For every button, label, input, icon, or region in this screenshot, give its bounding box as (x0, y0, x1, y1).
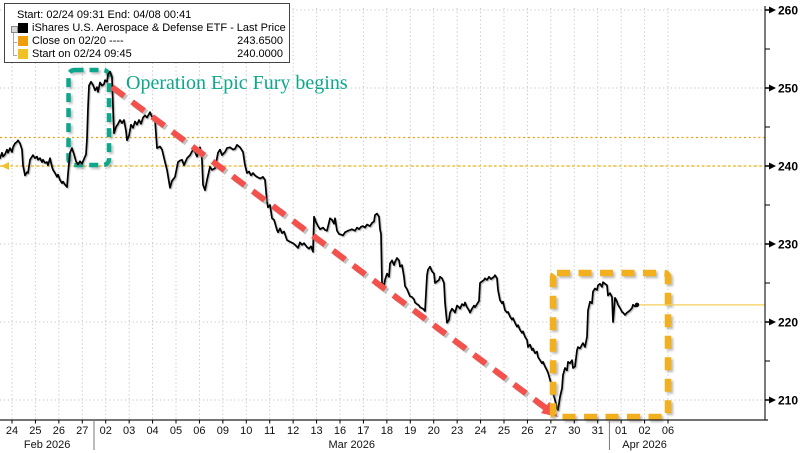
x-tick-label: 10 (240, 425, 252, 437)
legend-item-value: 243.6500 (237, 35, 283, 47)
x-tick-label: 01 (615, 425, 627, 437)
legend-range-label: Start: 02/24 09:31 End: 04/08 00:41 (17, 9, 192, 21)
yellow-highlight-box (549, 269, 672, 421)
x-tick-label: 03 (123, 425, 135, 437)
series-color-swatch (18, 23, 28, 33)
y-tick-arrow-icon (769, 240, 776, 248)
teal-highlight-box (66, 67, 112, 168)
y-tick-arrow-icon (769, 318, 776, 326)
x-tick-label: 25 (498, 425, 510, 437)
y-tick-label: 230 (778, 238, 798, 252)
x-tick-label: 20 (428, 425, 440, 437)
x-tick-label: 18 (381, 425, 393, 437)
close-color-swatch (18, 36, 28, 46)
x-tick-label: 30 (568, 425, 580, 437)
event-annotation-label: Operation Epic Fury begins (126, 72, 348, 94)
x-tick-label: 25 (29, 425, 41, 437)
legend-item-series: iShares U.S. Aerospace & Defense ETF - L… (5, 22, 289, 34)
legend-box: Start: 02/24 09:31 End: 04/08 00:41 iSha… (4, 3, 290, 63)
legend-tree-line (13, 33, 14, 56)
x-tick-label: 04 (146, 425, 158, 437)
x-tick-label: 27 (76, 425, 88, 437)
x-tick-label: 31 (592, 425, 604, 437)
last-price-dot (634, 302, 640, 308)
start-color-swatch (18, 49, 28, 59)
y-tick-label: 260 (778, 4, 798, 18)
month-label: Mar 2026 (328, 439, 374, 451)
x-tick-label: 11 (264, 425, 275, 437)
start-line-left-marker (1, 162, 9, 170)
legend-item-label: Close on 02/20 ---- (32, 35, 124, 47)
y-tick-label: 210 (778, 394, 798, 408)
y-tick-label: 240 (778, 160, 798, 174)
x-tick-label: 02 (100, 425, 112, 437)
y-tick-arrow-icon (769, 6, 776, 14)
legend-tree-stub (13, 42, 17, 43)
legend-tree-stub (13, 55, 17, 56)
trend-arrow-line (110, 84, 551, 413)
legend-tree-node (11, 26, 18, 33)
x-tick-label: 17 (357, 425, 369, 437)
x-tick-label: 26 (53, 425, 65, 437)
x-tick-label: 05 (170, 425, 182, 437)
legend-item-start: Start on 02/24 09:45 240.0000 (5, 48, 289, 60)
x-tick-label: 12 (287, 425, 299, 437)
month-label: Apr 2026 (622, 439, 667, 451)
x-tick-label: 27 (545, 425, 557, 437)
x-tick-label: 13 (310, 425, 322, 437)
legend-item-close: Close on 02/20 ---- 243.6500 (5, 35, 289, 47)
x-tick-label: 23 (451, 425, 463, 437)
y-tick-label: 220 (778, 316, 798, 330)
x-tick-label: 02 (638, 425, 650, 437)
legend-item-label: iShares U.S. Aerospace & Defense ETF - L… (32, 22, 286, 34)
x-tick-label: 06 (662, 425, 674, 437)
x-tick-label: 09 (217, 425, 229, 437)
legend-item-label: Start on 02/24 09:45 (32, 48, 132, 60)
y-tick-arrow-icon (769, 396, 776, 404)
x-tick-label: 24 (474, 425, 486, 437)
price-line (0, 70, 638, 411)
legend-item-value: 240.0000 (237, 48, 283, 60)
y-tick-arrow-icon (769, 162, 776, 170)
x-tick-label: 19 (404, 425, 416, 437)
month-label: Feb 2026 (24, 439, 70, 451)
x-tick-label: 16 (334, 425, 346, 437)
x-tick-label: 06 (193, 425, 205, 437)
x-tick-label: 26 (521, 425, 533, 437)
x-tick-label: 24 (6, 425, 18, 437)
y-tick-arrow-icon (769, 84, 776, 92)
y-tick-label: 250 (778, 82, 798, 96)
